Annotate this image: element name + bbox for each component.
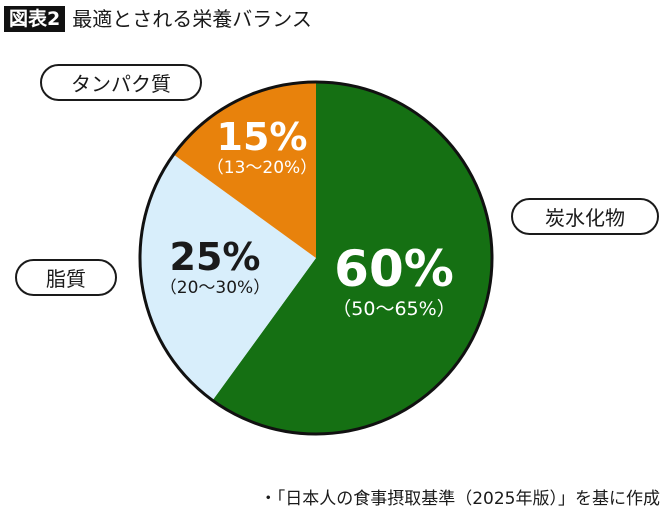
figure-number-badge: 図表2 (4, 6, 66, 32)
carb-range: （50〜65%） (332, 298, 456, 320)
label-protein-text: タンパク質 (71, 72, 171, 96)
figure-title-row: 図表2 最適とされる栄養バランス (4, 5, 312, 33)
label-carb-text: 炭水化物 (545, 206, 625, 230)
carb-percent: 60% (334, 240, 454, 298)
pie-outline (138, 80, 494, 436)
source-note: ・「日本人の食事摂取基準（2025年版）」を基に作成 (259, 489, 660, 509)
slice-carbohydrate (212, 82, 492, 434)
fat-percent: 25% (169, 235, 261, 279)
slice-protein (173, 82, 316, 258)
legend-label-carbohydrate: 炭水化物 (511, 198, 659, 235)
slice-label-fat: 25% （20〜30%） (160, 238, 270, 297)
legend-label-protein: タンパク質 (40, 64, 202, 101)
legend-label-fat: 脂質 (15, 259, 117, 296)
slice-label-protein: 15% （13〜20%） (207, 118, 317, 177)
slice-fat (139, 154, 316, 401)
protein-range: （13〜20%） (206, 158, 318, 178)
label-fat-text: 脂質 (46, 267, 86, 291)
fat-range: （20〜30%） (159, 278, 271, 298)
slice-label-carbohydrate: 60% （50〜65%） (332, 244, 455, 319)
chart-title: 最適とされる栄養バランス (72, 7, 312, 31)
protein-percent: 15% (216, 115, 308, 159)
